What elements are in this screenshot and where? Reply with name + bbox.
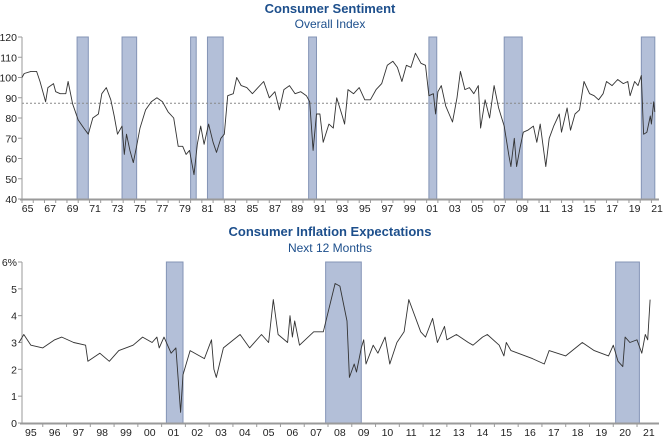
x-tick-label: 04 (239, 427, 251, 437)
recession-band (308, 36, 317, 200)
y-tick-label: 60 (5, 154, 17, 166)
sentiment-panel: 40 50 60 70 80 90 100 110 120 65 67 69 71 73 75 77 79 81 8… (0, 32, 663, 215)
chart-2-subtitle: Next 12 Months (288, 241, 372, 255)
chart-1-title: Consumer Sentiment (265, 1, 396, 16)
recession-band (428, 36, 438, 200)
recession-band (503, 36, 523, 200)
x-tick-label: 03 (449, 203, 461, 215)
x-tick-label: 17 (606, 203, 618, 215)
x-tick-label: 08 (334, 427, 346, 437)
x-tick-label: 89 (292, 203, 304, 215)
x-tick-label: 87 (269, 203, 281, 215)
x-tick-label: 71 (89, 203, 101, 215)
y-tick-label: 50 (5, 174, 17, 186)
y-tick-label: 120 (0, 32, 17, 44)
x-tick-label: 67 (44, 203, 56, 215)
x-tick-label: 85 (247, 203, 259, 215)
x-tick-label: 09 (516, 203, 528, 215)
recession-band (165, 261, 184, 424)
x-tick-label: 75 (134, 203, 146, 215)
x-tick-label: 07 (310, 427, 322, 437)
x-tick-label: 15 (584, 203, 596, 215)
x-tick-label: 16 (524, 427, 536, 437)
x-tick-label: 95 (359, 203, 371, 215)
x-tick-label: 93 (336, 203, 348, 215)
x-tick-label: 12 (429, 427, 441, 437)
x-tick-label: 21 (651, 203, 663, 215)
x-tick-label: 06 (287, 427, 299, 437)
recession-band (325, 261, 362, 424)
x-tick-label: 77 (157, 203, 169, 215)
y-tick-label: 110 (0, 52, 17, 64)
x-tick-label: 99 (404, 203, 416, 215)
x-tick-label: 05 (263, 427, 275, 437)
x-tick-label: 09 (358, 427, 370, 437)
x-tick-label: 91 (314, 203, 326, 215)
x-tick-label: 95 (25, 427, 37, 437)
y-tick-label: 5 (11, 284, 17, 296)
x-tick-label: 97 (381, 203, 393, 215)
x-tick-label: 69 (67, 203, 79, 215)
x-tick-label: 21 (643, 427, 655, 437)
recession-band (190, 36, 197, 200)
y-tick-label: 3 (11, 338, 17, 350)
x-tick-label: 18 (572, 427, 584, 437)
recession-band (206, 36, 224, 200)
x-tick-label: 14 (477, 427, 489, 437)
y-tick-label: 90 (5, 93, 17, 105)
y-tick-label: 0 (11, 418, 17, 430)
x-tick-label: 83 (224, 203, 236, 215)
x-tick-label: 17 (548, 427, 560, 437)
x-tick-label: 19 (596, 427, 608, 437)
series-line (21, 52, 656, 176)
x-tick-label: 01 (168, 427, 180, 437)
x-tick-label: 03 (215, 427, 227, 437)
x-tick-label: 10 (382, 427, 394, 437)
x-tick-label: 97 (73, 427, 85, 437)
x-tick-label: 11 (406, 427, 417, 437)
chart-2-title: Consumer Inflation Expectations (229, 224, 432, 239)
recession-band (121, 36, 138, 200)
y-tick-label: 4 (11, 311, 17, 323)
x-tick-label: 20 (619, 427, 631, 437)
x-tick-label: 05 (471, 203, 483, 215)
y-tick-label: 6% (2, 257, 17, 269)
x-tick-label: 98 (96, 427, 108, 437)
x-tick-label: 11 (539, 203, 550, 215)
x-tick-label: 65 (22, 203, 34, 215)
x-tick-label: 19 (629, 203, 641, 215)
x-tick-label: 07 (494, 203, 506, 215)
y-tick-label: 70 (5, 133, 17, 145)
x-tick-label: 79 (179, 203, 191, 215)
chart-1-subtitle: Overall Index (295, 17, 366, 31)
y-tick-label: 100 (0, 73, 17, 85)
x-tick-label: 02 (191, 427, 203, 437)
x-tick-label: 15 (500, 427, 512, 437)
x-tick-label: 99 (120, 427, 132, 437)
recession-band (615, 261, 640, 424)
x-tick-label: 73 (112, 203, 124, 215)
x-tick-label: 81 (202, 203, 214, 215)
series-line (18, 283, 651, 413)
x-tick-label: 96 (49, 427, 61, 437)
recession-band (76, 36, 89, 200)
x-tick-label: 01 (426, 203, 438, 215)
y-tick-label: 1 (11, 391, 17, 403)
y-tick-label: 2 (11, 364, 17, 376)
x-tick-label: 00 (144, 427, 156, 437)
x-tick-label: 13 (561, 203, 573, 215)
y-tick-label: 40 (5, 194, 17, 206)
x-tick-label: 13 (453, 427, 465, 437)
y-tick-label: 80 (5, 113, 17, 125)
